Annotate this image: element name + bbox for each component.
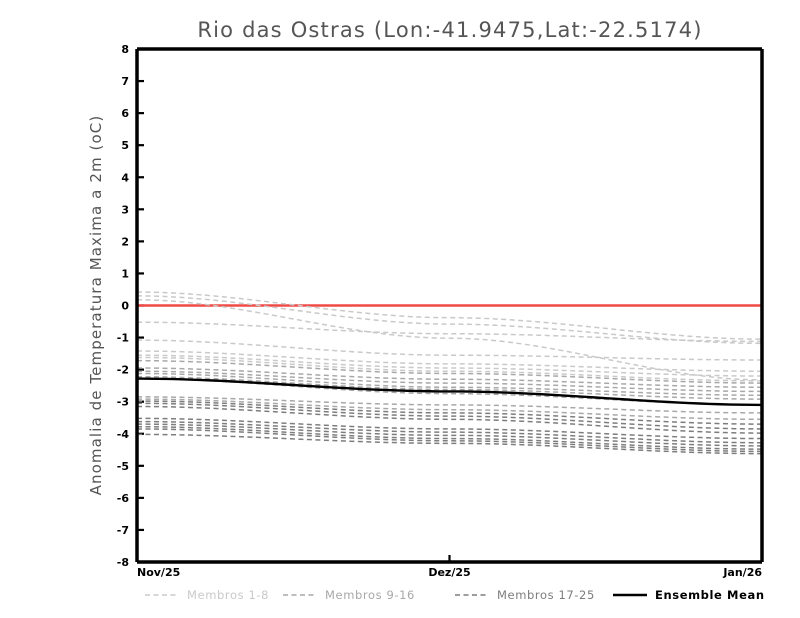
member-line: [136, 339, 763, 361]
member-line: [136, 356, 763, 382]
chart-legend: Membros 1-8 Membros 9-16 Membros 17-25 Ense…: [145, 588, 765, 602]
x-tick-label: Jan/26: [722, 566, 762, 579]
mean-line-path: [136, 377, 763, 407]
y-tick-label: -4: [117, 428, 130, 441]
y-tick-label: -3: [117, 396, 129, 409]
y-tick-label: 6: [121, 107, 129, 120]
y-tick-label: 5: [121, 139, 129, 152]
member-line: [136, 400, 763, 425]
y-tick-label: 1: [121, 267, 129, 280]
member-line: [136, 428, 763, 453]
y-tick-label: 3: [121, 203, 129, 216]
y-tick-label: 8: [121, 43, 129, 56]
x-axis-ticks: Nov/25 Dez/25 Jan/26: [135, 555, 764, 579]
y-tick-label: 7: [121, 75, 129, 88]
y-tick-label: 0: [121, 300, 129, 313]
axis-frame: [135, 47, 764, 564]
y-tick-label: -6: [117, 492, 130, 505]
y-tick-label: 4: [121, 171, 129, 184]
ensemble-member-lines: [136, 291, 763, 455]
y-tick-label: 2: [121, 235, 129, 248]
legend-label: Membros 1-8: [187, 588, 269, 602]
member-line: [136, 298, 763, 381]
ensemble-mean-line: [136, 377, 763, 407]
member-line: [136, 405, 763, 434]
member-line: [136, 291, 763, 340]
chart-title: Rio das Ostras (Lon:-41.9475,Lat:-22.517…: [197, 18, 702, 42]
member-line: [136, 367, 763, 389]
member-line: [136, 354, 763, 377]
legend-label: Ensemble Mean: [655, 588, 765, 602]
member-line: [136, 423, 763, 447]
x-tick-label: Nov/25: [137, 566, 180, 579]
member-line: [136, 398, 763, 421]
member-line: [136, 425, 763, 450]
y-tick-label: -7: [117, 524, 129, 537]
y-tick-label: -1: [117, 332, 129, 345]
y-tick-label: -2: [117, 364, 129, 377]
member-line: [136, 396, 763, 414]
y-axis-label: Anomalia de Temperatura Maxima a 2m (oC): [87, 115, 105, 496]
member-line: [136, 402, 763, 430]
plot-area: [136, 291, 763, 455]
y-tick-label: -8: [117, 556, 129, 569]
legend-label: Membros 17-25: [497, 588, 595, 602]
member-line: [136, 350, 763, 372]
member-line: [136, 420, 763, 444]
member-line: [136, 372, 763, 397]
member-line: [136, 433, 763, 455]
member-line: [136, 417, 763, 440]
member-line: [136, 295, 763, 345]
member-line: [136, 370, 763, 393]
member-line: [136, 321, 763, 343]
legend-label: Membros 9-16: [325, 588, 415, 602]
member-line: [136, 359, 763, 384]
x-tick-label: Dez/25: [428, 566, 470, 579]
member-line: [136, 375, 763, 400]
y-tick-label: -5: [117, 460, 129, 473]
